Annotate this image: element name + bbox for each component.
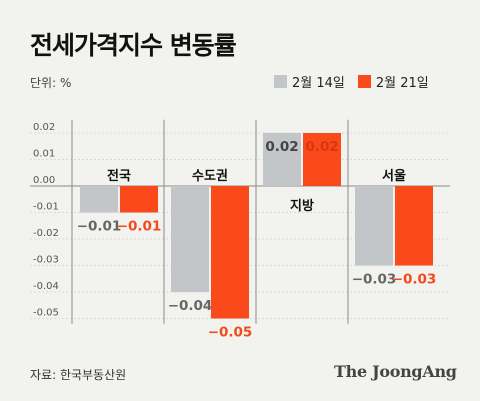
chart-title: 전세가격지수 변동률 bbox=[30, 31, 237, 60]
legend-swatch-curr bbox=[357, 75, 371, 88]
y-tick-label: -0.01 bbox=[33, 202, 59, 213]
bar-prev bbox=[171, 186, 209, 292]
value-label-prev: 0.02 bbox=[265, 139, 298, 155]
value-label-prev: −0.01 bbox=[77, 219, 122, 235]
unit-label: 단위: % bbox=[30, 76, 72, 90]
region-label: 지방 bbox=[290, 198, 314, 214]
y-tick-label: 0.02 bbox=[33, 122, 55, 133]
legend: 2월 14일 2월 21일 bbox=[274, 72, 442, 91]
legend-swatch-prev bbox=[274, 75, 287, 88]
bar-curr bbox=[211, 186, 249, 319]
value-label-curr: −0.03 bbox=[392, 272, 437, 288]
region-label: 서울 bbox=[382, 168, 406, 184]
region-label: 수도권 bbox=[192, 169, 228, 184]
brand-logo: The JoongAng bbox=[334, 362, 457, 381]
region-label: 전국 bbox=[107, 168, 131, 184]
y-tick-label: -0.02 bbox=[33, 228, 59, 239]
bar-curr bbox=[120, 186, 158, 213]
source-note: 자료: 한국부동산원 bbox=[30, 368, 127, 382]
y-tick-label: -0.03 bbox=[33, 255, 59, 266]
y-tick-label: -0.05 bbox=[33, 308, 59, 319]
bar-prev bbox=[263, 133, 301, 186]
legend-label-prev: 2월 14일 bbox=[292, 76, 345, 91]
bar-prev bbox=[355, 186, 393, 266]
bar-prev bbox=[80, 186, 118, 213]
value-label-prev: −0.03 bbox=[352, 272, 397, 288]
legend-label-curr: 2월 21일 bbox=[375, 76, 429, 91]
y-tick-label: 0.00 bbox=[33, 175, 55, 186]
value-label-prev: −0.04 bbox=[168, 298, 213, 314]
legend-item-curr: 2월 21일 bbox=[357, 72, 429, 91]
value-label-curr: 0.02 bbox=[305, 139, 338, 155]
y-tick-label: 0.01 bbox=[33, 149, 55, 160]
y-tick-label: -0.04 bbox=[33, 281, 59, 292]
bar-curr bbox=[303, 133, 341, 186]
value-label-curr: −0.01 bbox=[117, 219, 162, 235]
bar-curr bbox=[395, 186, 433, 266]
value-label-curr: −0.05 bbox=[208, 325, 253, 341]
legend-item-prev: 2월 14일 bbox=[274, 72, 345, 91]
